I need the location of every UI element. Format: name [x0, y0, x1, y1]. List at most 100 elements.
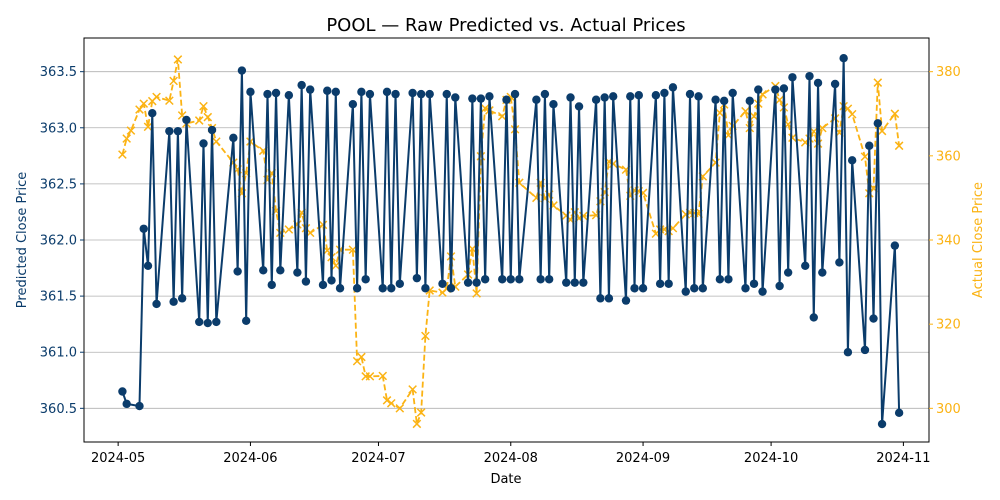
- actual-point: [894, 141, 904, 151]
- predicted-point: [442, 89, 451, 99]
- predicted-point: [318, 280, 328, 290]
- actual-point: [416, 408, 426, 417]
- chart-title: POOL — Raw Predicted vs. Actual Prices: [326, 15, 685, 36]
- actual-point: [421, 331, 430, 341]
- predicted-point: [536, 275, 545, 284]
- predicted-point: [805, 71, 814, 81]
- predicted-point: [847, 156, 857, 165]
- predicted-point: [694, 92, 703, 101]
- predicted-point: [446, 284, 456, 293]
- actual-point: [890, 109, 900, 119]
- predicted-point: [715, 275, 725, 284]
- predicted-point: [860, 345, 870, 355]
- predicted-point: [169, 297, 178, 306]
- predicted-point: [122, 399, 131, 409]
- predicted-point: [540, 89, 550, 99]
- predicted-point: [357, 87, 366, 97]
- predicted-point: [416, 89, 426, 99]
- right-y-axis: 300 320 340 360 380: [929, 65, 961, 417]
- predicted-point: [241, 316, 251, 325]
- x-tick-label: 2024-09: [616, 451, 670, 466]
- predicted-point: [626, 92, 635, 101]
- actual-point: [203, 112, 213, 122]
- actual-point: [412, 419, 422, 429]
- actual-point: [135, 105, 144, 114]
- predicted-point: [869, 314, 878, 323]
- predicted-point: [596, 294, 605, 303]
- predicted-point: [630, 284, 639, 293]
- actual-point: [497, 111, 507, 121]
- left-y-tick-label: 360.5: [40, 402, 77, 417]
- predicted-point: [297, 80, 306, 90]
- x-axis-label: Date: [490, 472, 521, 487]
- predicted-point: [331, 87, 340, 97]
- actual-point: [664, 226, 674, 236]
- predicted-point: [148, 108, 157, 118]
- predicted-point: [865, 141, 874, 150]
- predicted-point: [660, 88, 669, 98]
- actual-point: [118, 150, 127, 159]
- actual-point: [480, 103, 490, 113]
- predicted-point: [562, 278, 571, 287]
- predicted-point: [327, 276, 336, 285]
- predicted-point: [476, 94, 486, 103]
- predicted-point: [284, 91, 294, 100]
- predicted-point: [485, 92, 494, 101]
- predicted-point: [698, 284, 708, 293]
- left-y-tick-label: 361.0: [40, 346, 77, 361]
- predicted-point: [566, 93, 575, 102]
- x-axis: 2024-05 2024-06 2024-07 2024-08 2024-09 2024-…: [91, 442, 931, 466]
- right-y-axis-label: Actual Close Price: [971, 182, 986, 298]
- predicted-point: [668, 83, 678, 92]
- predicted-point: [498, 275, 507, 284]
- predicted-point: [758, 287, 767, 296]
- actual-point: [877, 126, 887, 136]
- predicted-point: [237, 66, 247, 75]
- predicted-point: [421, 284, 430, 293]
- predicted-point: [664, 279, 673, 288]
- actual-point: [318, 220, 328, 230]
- actual-point: [122, 134, 132, 143]
- predicted-point: [600, 93, 609, 102]
- x-tick-label: 2024-11: [876, 451, 930, 466]
- predicted-point: [118, 387, 127, 396]
- actual-point: [860, 152, 870, 162]
- predicted-point: [690, 284, 699, 293]
- left-y-tick-label: 362.5: [40, 177, 77, 192]
- predicted-point: [890, 241, 900, 250]
- predicted-point: [894, 408, 904, 418]
- actual-point: [408, 385, 417, 394]
- predicted-point: [199, 139, 208, 148]
- left-y-tick-label: 363.5: [40, 65, 77, 80]
- predicted-point: [361, 275, 370, 284]
- predicted-point: [468, 94, 477, 103]
- actual-point: [395, 404, 405, 413]
- predicted-point: [395, 279, 405, 288]
- predicted-point: [818, 268, 827, 277]
- predicted-point: [229, 133, 238, 143]
- right-y-tick-label: 360: [936, 149, 961, 164]
- predicted-point: [293, 268, 302, 277]
- x-tick-label: 2024-08: [484, 451, 538, 466]
- predicted-point: [267, 280, 276, 290]
- predicted-point: [745, 96, 754, 106]
- predicted-point: [685, 89, 695, 99]
- predicted-point: [579, 278, 588, 287]
- predicted-point: [771, 85, 780, 94]
- predicted-point: [877, 419, 887, 429]
- predicted-point: [182, 115, 191, 125]
- predicted-point: [719, 96, 729, 106]
- actual-point: [211, 137, 221, 146]
- predicted-point: [391, 89, 400, 99]
- predicted-point: [335, 284, 345, 293]
- actual-point: [749, 111, 759, 121]
- actual-point: [357, 352, 366, 362]
- x-tick-label: 2024-07: [351, 451, 405, 466]
- actual-point: [143, 122, 153, 132]
- predicted-point: [143, 261, 153, 271]
- predicted-point: [305, 85, 315, 94]
- predicted-point: [728, 88, 737, 98]
- predicted-point: [779, 84, 789, 93]
- predicted-point: [451, 93, 460, 102]
